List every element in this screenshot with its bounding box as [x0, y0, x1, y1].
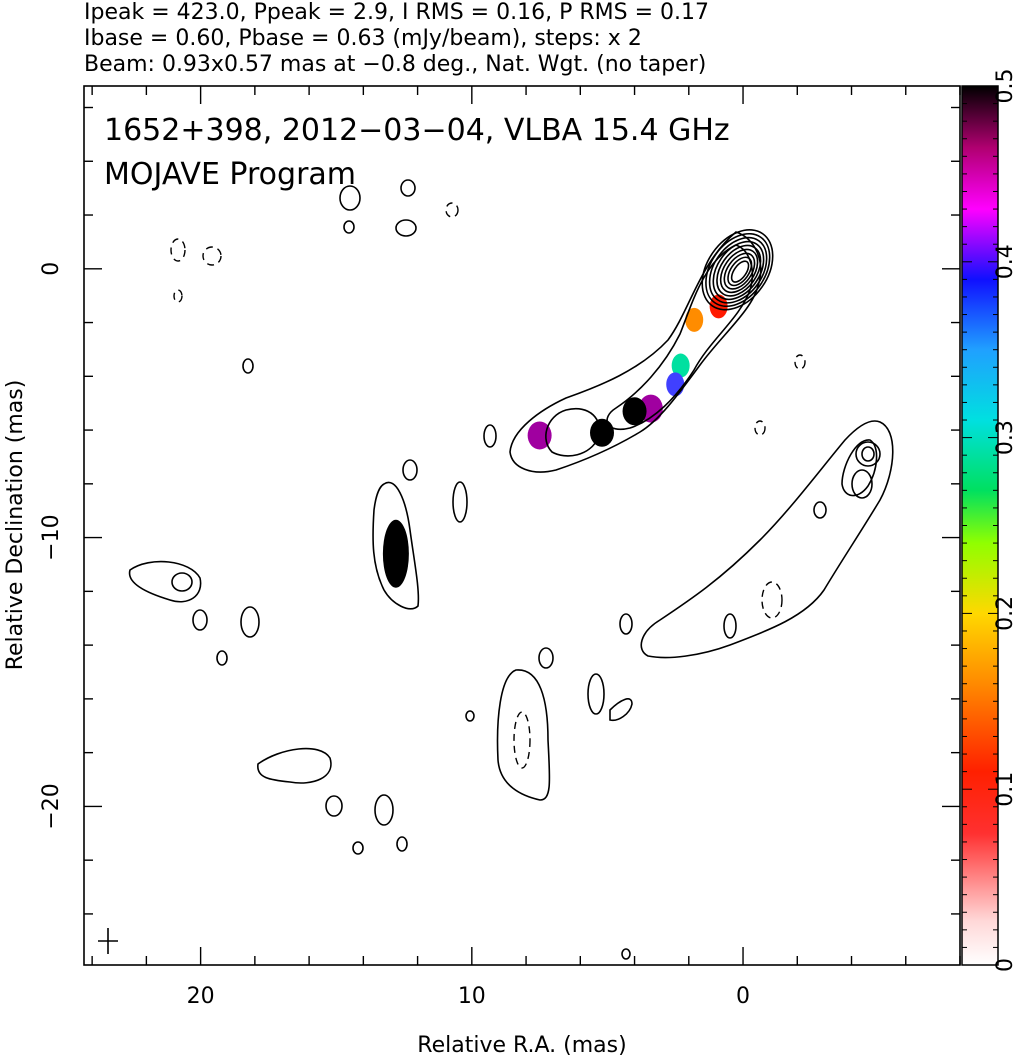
west-blob-contour — [128, 560, 202, 603]
core-contour-ring — [701, 229, 774, 311]
x-tick-label: 0 — [736, 984, 750, 1009]
blob-23 — [609, 698, 633, 722]
colorbar-ticks — [962, 85, 998, 966]
axis-tick-labels: 20 10 0 0 −10 −20 0 0.1 0.2 0.3 0.4 0.5 — [39, 69, 1018, 1010]
y-axis-label: Relative Declination (mas) — [3, 380, 28, 671]
blob-20 — [352, 841, 364, 855]
central-blob-contour — [372, 481, 420, 610]
west-knot — [171, 572, 193, 592]
polarization-blob — [622, 397, 647, 426]
blob-9 — [192, 609, 208, 631]
y-tick-label: 0 — [39, 262, 64, 276]
blob-7 — [402, 459, 418, 481]
core-contour-ring — [705, 232, 771, 308]
header-line-3: Beam: 0.93x0.57 mas at −0.8 deg., Nat. W… — [84, 52, 707, 77]
blob-22 — [465, 710, 475, 722]
colorbar-tick-label: 0.3 — [993, 420, 1018, 455]
header-line-2: Ibase = 0.60, Pbase = 0.63 (mJy/beam), s… — [84, 26, 642, 51]
blob-4 — [343, 220, 355, 234]
sw-knot-a — [855, 441, 881, 467]
sw-blob-contour — [257, 747, 332, 784]
jet-outer-contour — [509, 231, 762, 473]
polarization-blob — [709, 294, 728, 319]
colorbar-tick-label: 0.4 — [993, 244, 1018, 279]
blob-18 — [242, 358, 254, 374]
core-contour-ring — [730, 260, 750, 283]
sw-lobe-inner — [841, 439, 878, 497]
blob-10 — [619, 613, 633, 635]
blob-15 — [216, 650, 228, 666]
blob-19 — [396, 836, 408, 852]
header-line-1: Ipeak = 423.0, Ppeak = 2.9, I RMS = 0.16… — [84, 0, 709, 25]
blob-14 — [325, 795, 343, 817]
neg-contour-2 — [202, 246, 222, 266]
sw-knot-b — [861, 446, 875, 462]
neg-contour-5 — [794, 354, 806, 370]
y-tick-label: −20 — [39, 783, 64, 829]
sw-lobe-contour — [640, 420, 894, 659]
jet-mid-contour — [606, 244, 754, 431]
polarization-blob — [685, 307, 704, 332]
polarization-blobs — [382, 294, 728, 588]
polarization-blob — [527, 421, 552, 450]
plot-frame — [83, 85, 961, 966]
neg-contour-4 — [445, 202, 459, 218]
core-contour-ring — [708, 236, 768, 304]
neg-contour-1 — [170, 238, 186, 262]
neg-contour-8 — [761, 581, 783, 619]
jet-knot-contour — [545, 407, 601, 457]
blob-8 — [240, 606, 260, 638]
axis-ticks — [84, 86, 961, 965]
colorbar-tick-label: 0.5 — [993, 69, 1018, 104]
polarization-blob — [590, 418, 615, 447]
colorbar — [962, 86, 998, 965]
neg-contour-7 — [513, 711, 531, 769]
beam-marker — [98, 928, 118, 954]
sw-knot-c — [851, 469, 873, 499]
map-area — [98, 179, 894, 960]
polarization-blob — [382, 519, 409, 588]
map-title-line-1: 1652+398, 2012−03−04, VLBA 15.4 GHz — [104, 113, 730, 148]
colorbar-tick-label: 0.2 — [993, 596, 1018, 631]
south-blob-contour — [496, 669, 551, 801]
blob-11 — [587, 673, 605, 715]
blob-3 — [395, 219, 417, 237]
x-tick-label: 20 — [187, 984, 215, 1009]
blob-6 — [452, 481, 468, 523]
blob-1 — [339, 185, 361, 211]
blob-5 — [483, 424, 497, 448]
blob-12 — [538, 647, 554, 669]
blob-17 — [813, 501, 827, 519]
blob-21 — [621, 948, 631, 960]
core-contour-ring — [723, 252, 756, 290]
polarization-blob — [666, 372, 685, 397]
x-axis-label: Relative R.A. (mas) — [417, 1033, 626, 1058]
colorbar-tick-label: 0 — [993, 958, 1018, 972]
blob-16 — [723, 613, 737, 639]
colorbar-tick-label: 0.1 — [993, 772, 1018, 807]
x-tick-label: 10 — [458, 984, 486, 1009]
blob-2 — [400, 179, 416, 197]
neg-contour-6 — [754, 420, 766, 436]
map-title-line-2: MOJAVE Program — [104, 157, 356, 192]
y-tick-label: −10 — [39, 514, 64, 560]
blob-13 — [374, 794, 394, 826]
polarization-blob — [671, 353, 690, 378]
negative-contours — [170, 202, 806, 769]
core-contour-ring — [712, 240, 765, 301]
extended-contours — [128, 179, 894, 960]
neg-contour-3 — [173, 289, 183, 303]
